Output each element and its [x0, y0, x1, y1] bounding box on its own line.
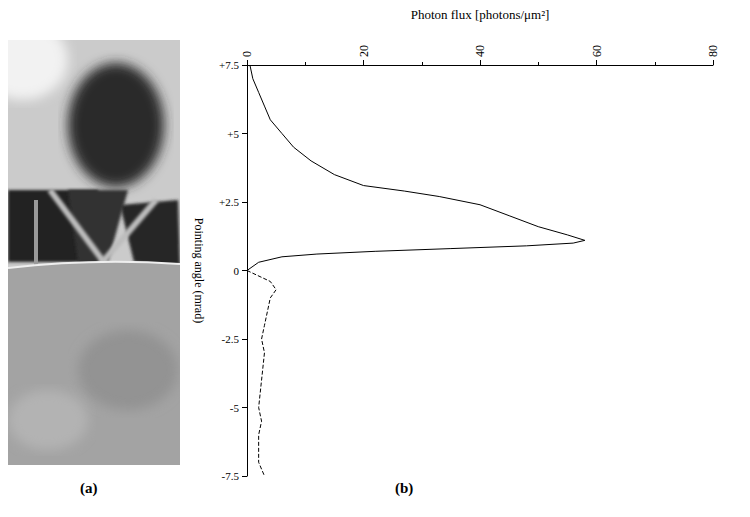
svg-text:+2.5: +2.5 [219, 196, 239, 208]
svg-text:Pointing angle (mrad): Pointing angle (mrad) [192, 218, 206, 323]
svg-text:Photon flux [photons/μm²]: Photon flux [photons/μm²] [411, 7, 550, 22]
svg-text:40: 40 [473, 45, 487, 57]
svg-text:+5: +5 [227, 128, 239, 140]
svg-text:80: 80 [706, 45, 720, 57]
svg-text:20: 20 [357, 45, 371, 57]
svg-text:+7.5: +7.5 [219, 59, 239, 71]
html-text:(a): (a) [80, 480, 98, 496]
svg-text:0: 0 [234, 265, 240, 277]
svg-text:0: 0 [240, 51, 254, 57]
svg-text:-7.5: -7.5 [222, 470, 240, 482]
svg-text:60: 60 [590, 45, 604, 57]
svg-text:-2.5: -2.5 [222, 333, 240, 345]
html-text:(b): (b) [395, 480, 414, 496]
svg-text:-5: -5 [230, 402, 240, 414]
